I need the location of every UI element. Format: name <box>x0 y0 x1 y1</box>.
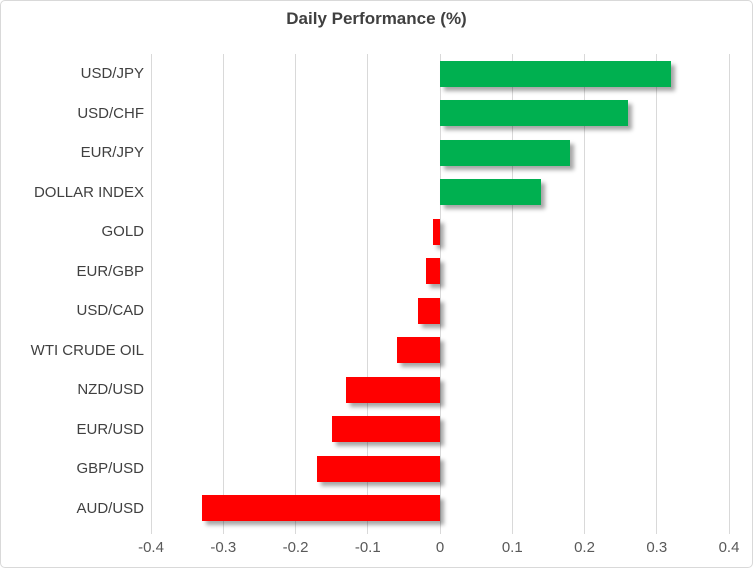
bar-aud-usd <box>201 495 440 522</box>
category-label: USD/CHF <box>77 104 144 122</box>
x-tick-label: 0.3 <box>646 539 668 556</box>
category-label: EUR/USD <box>76 420 144 438</box>
bar-eur-jpy <box>440 139 571 166</box>
bar-wti-crude-oil <box>396 337 440 364</box>
gridline <box>656 54 658 534</box>
category-label: AUD/USD <box>76 499 144 517</box>
bar-dollar-index <box>440 179 542 206</box>
gridline <box>439 54 441 534</box>
value-axis: -0.4 -0.3 -0.2 -0.1 0 0.1 0.2 0.3 0.4 <box>138 539 739 559</box>
bar-usd-chf <box>440 100 628 127</box>
x-tick-label: 0.2 <box>574 539 595 556</box>
category-label: WTI CRUDE OIL <box>30 341 144 359</box>
category-label: GBP/USD <box>76 460 144 478</box>
category-label: EUR/GBP <box>76 262 144 280</box>
gridline <box>367 54 369 534</box>
x-tick-label: 0.4 <box>718 539 740 556</box>
gridline <box>150 54 152 534</box>
x-tick-label: -0.1 <box>354 539 381 556</box>
gridline <box>511 54 513 534</box>
x-tick-label: 0.1 <box>501 539 523 556</box>
gridline <box>728 54 730 534</box>
x-tick-label: -0.4 <box>138 539 164 556</box>
bar-usd-cad <box>418 297 440 324</box>
category-label: USD/JPY <box>80 65 144 83</box>
category-label: DOLLAR INDEX <box>33 183 144 201</box>
x-tick-label: -0.3 <box>210 539 237 556</box>
bar-eur-gbp <box>425 258 440 285</box>
x-tick-label: 0 <box>435 539 445 556</box>
category-label: GOLD <box>101 223 144 241</box>
bar-nzd-usd <box>346 376 440 403</box>
bar-usd-jpy <box>440 60 672 87</box>
category-axis: USD/JPY USD/CHF EUR/JPY DOLLAR INDEX GOLD EUR… <box>7 54 144 528</box>
x-tick-label: -0.2 <box>282 539 309 556</box>
category-label: EUR/JPY <box>80 144 144 162</box>
chart-title: Daily Performance (%) <box>286 9 467 28</box>
category-label: NZD/USD <box>77 381 144 399</box>
bar-gold <box>432 218 440 245</box>
gridline <box>584 54 585 534</box>
plot-area <box>150 54 730 534</box>
bar-eur-usd <box>331 416 440 443</box>
category-label: USD/CAD <box>76 302 144 320</box>
gridline <box>222 54 224 534</box>
gridline <box>295 54 296 534</box>
bar-gbp-usd <box>317 455 440 482</box>
